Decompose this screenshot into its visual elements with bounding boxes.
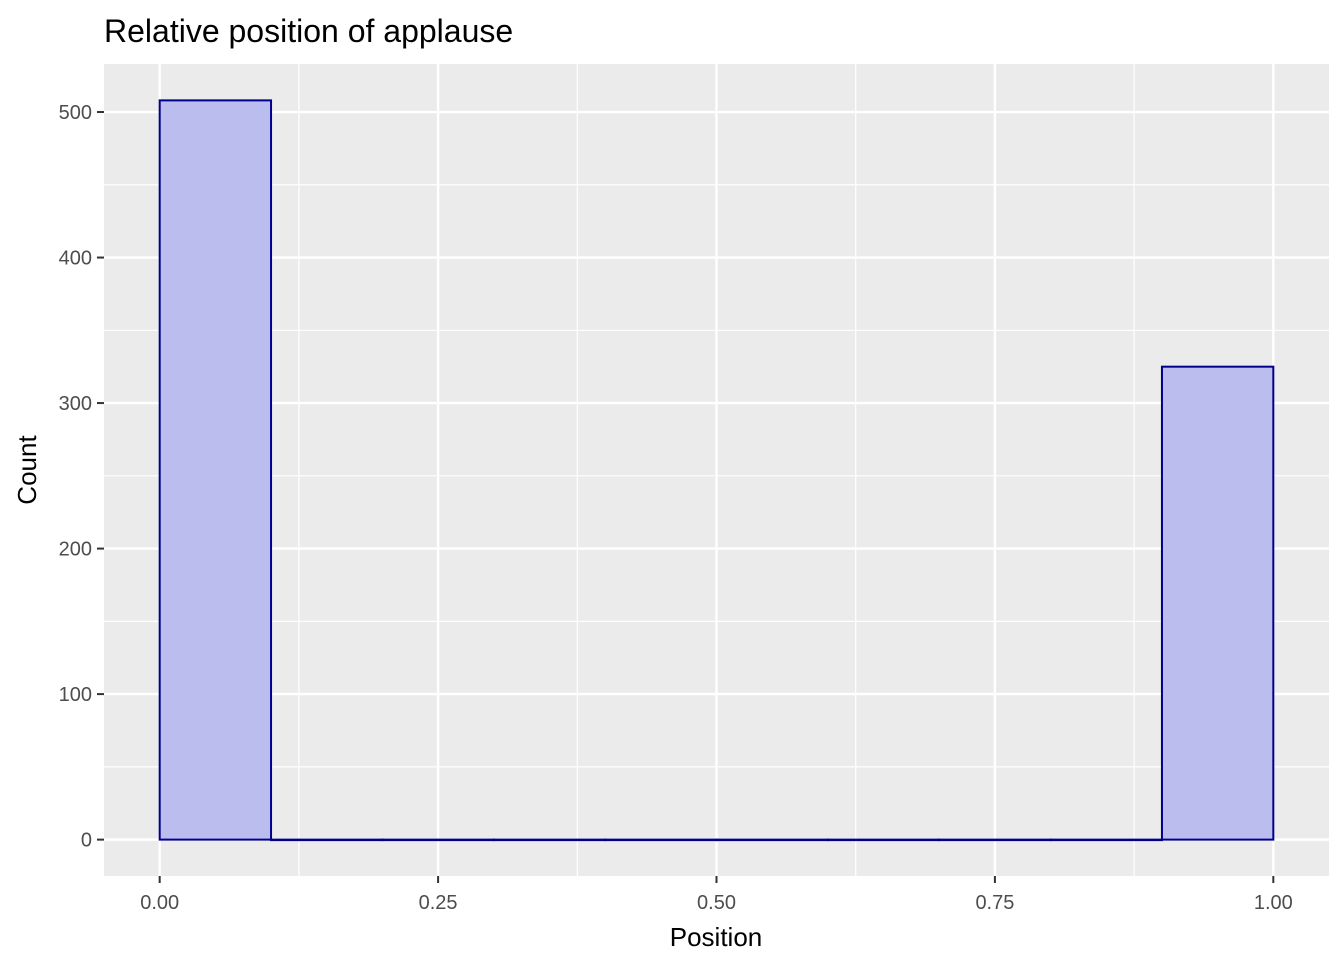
histogram-bar-5 bbox=[715, 838, 829, 842]
y-tick-label: 0 bbox=[81, 830, 92, 852]
y-tick-label: 500 bbox=[59, 102, 92, 124]
bars bbox=[158, 99, 1275, 842]
y-axis-title: Count bbox=[12, 435, 42, 505]
y-tick-label: 100 bbox=[59, 684, 92, 706]
x-tick-label: 0.25 bbox=[419, 892, 458, 914]
y-tick-label: 200 bbox=[59, 539, 92, 561]
histogram-bar-8 bbox=[1049, 838, 1163, 842]
histogram-bar-0 bbox=[158, 99, 273, 841]
histogram-bar-1 bbox=[270, 838, 384, 842]
x-tick-label: 0.00 bbox=[140, 892, 179, 914]
y-axis: 0 100 200 300 400 500 bbox=[59, 102, 104, 852]
x-tick-label: 1.00 bbox=[1254, 892, 1293, 914]
histogram-bar-4 bbox=[604, 838, 718, 842]
x-axis-title: Position bbox=[670, 922, 763, 952]
y-tick-label: 300 bbox=[59, 393, 92, 415]
y-tick-label: 400 bbox=[59, 248, 92, 270]
x-tick-label: 0.50 bbox=[697, 892, 736, 914]
x-axis: 0.00 0.25 0.50 0.75 1.00 bbox=[140, 876, 1293, 914]
x-tick-label: 0.75 bbox=[975, 892, 1014, 914]
histogram-bar-6 bbox=[826, 838, 941, 842]
histogram-bar-2 bbox=[381, 838, 495, 842]
histogram-bar-3 bbox=[492, 838, 607, 842]
histogram-bar-7 bbox=[938, 838, 1052, 842]
chart-title: Relative position of applause bbox=[104, 13, 513, 49]
histogram-bar-9 bbox=[1160, 365, 1275, 841]
